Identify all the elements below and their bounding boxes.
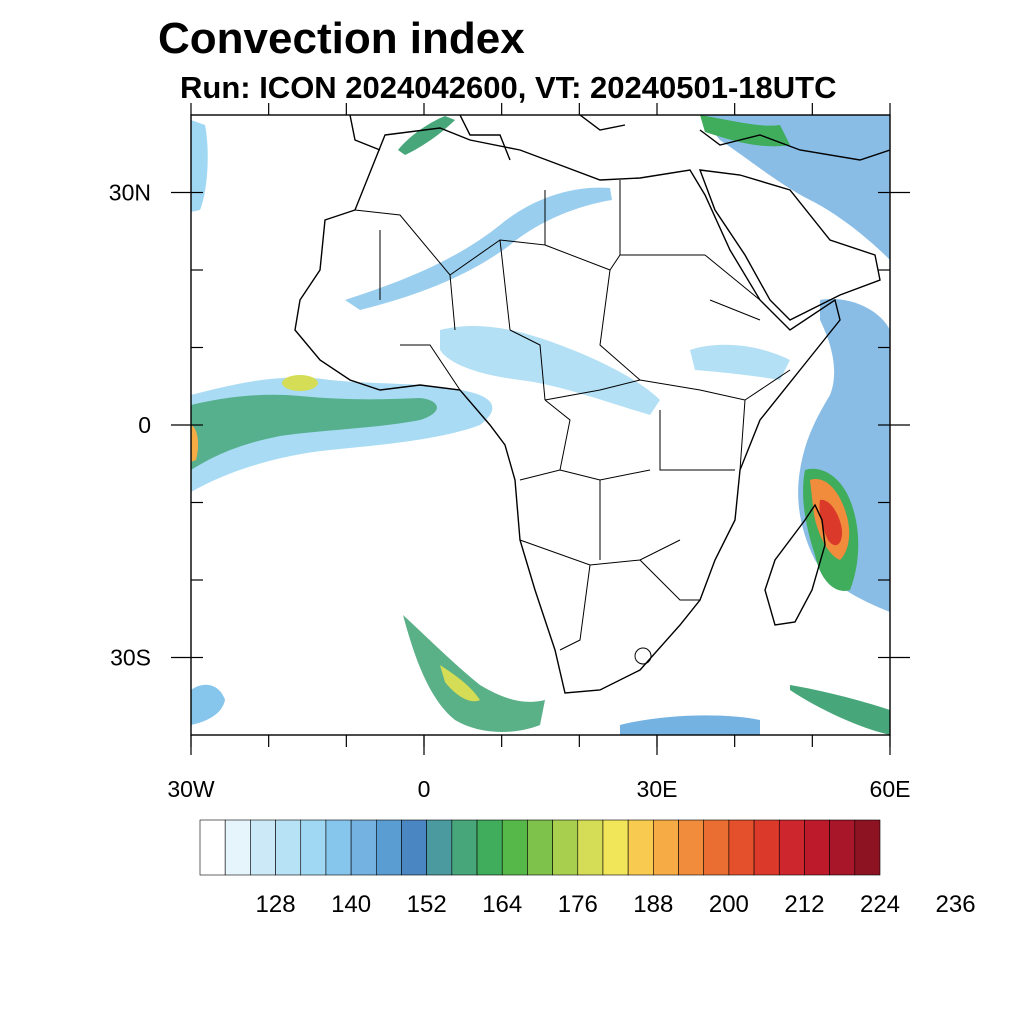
lat-tick-label: 0: [138, 412, 151, 438]
map-subtitle: Run: ICON 2024042600, VT: 20240501-18UTC: [180, 70, 837, 105]
lesotho-outline: [634, 647, 652, 665]
colorbar: 128 140 152 164 176 188 200 212 224 236: [199, 819, 976, 918]
colorbar-swatch: [325, 819, 352, 876]
colorbar-tick-label: 212: [784, 891, 824, 918]
lon-tick-label: 0: [418, 776, 431, 802]
colorbar-tick-label: 236: [936, 891, 976, 918]
field-atlantic-edge: [191, 425, 199, 462]
colorbar-swatch: [653, 819, 679, 876]
country-borders-paths: [354, 180, 791, 651]
colorbar-swatch: [829, 819, 856, 876]
field-southwest-blob: [191, 684, 225, 725]
field-madagascar-red: [819, 499, 843, 546]
lon-tick-label: 60E: [870, 776, 911, 802]
colorbar-swatch: [753, 819, 780, 876]
field-southern-strip: [620, 715, 760, 735]
lat-tick-label: 30S: [110, 645, 151, 671]
colorbar-swatch: [778, 819, 805, 876]
coastlines: [294, 115, 890, 694]
field-east-africa: [690, 344, 790, 380]
colorbar-swatch: [577, 819, 604, 876]
colorbar-tick-label: 164: [482, 891, 522, 918]
colorbar-swatch: [627, 819, 654, 876]
colorbar-swatch: [375, 819, 402, 876]
lon-tick-label: 30W: [167, 776, 215, 802]
colorbar-swatch: [250, 819, 276, 876]
europe-coastline: [349, 115, 890, 161]
colorbar-tick-label: 176: [558, 891, 598, 918]
field-south-atlantic-core: [440, 665, 480, 702]
colorbar-swatch: [602, 819, 629, 876]
arabia-coastline: [698, 169, 881, 321]
country-borders: [354, 180, 791, 665]
field-central-africa: [440, 325, 660, 415]
colorbar-swatch: [728, 819, 755, 876]
map-title: Convection index: [158, 14, 525, 63]
map-ticks: 30N 0 30S 30W 0 30E 60E: [109, 103, 911, 802]
field-atlantic-yellow: [282, 375, 318, 391]
colorbar-tick-label: 140: [331, 891, 371, 918]
madagascar-coastline: [764, 503, 826, 626]
field-mediterranean: [398, 116, 455, 155]
colorbar-swatch: [426, 819, 453, 876]
colorbar-swatch: [527, 819, 553, 876]
colorbar-swatch: [275, 819, 302, 876]
field-northwest-strip: [191, 120, 208, 212]
field-middle-east: [700, 115, 890, 260]
colorbar-swatch: [678, 819, 705, 876]
colorbar-swatch: [300, 819, 327, 876]
field-sahara-band: [345, 187, 612, 310]
colorbar-tick-label: 224: [860, 891, 900, 918]
colorbar-swatch: [854, 819, 881, 876]
lon-tick-label: 30E: [637, 776, 678, 802]
colorbar-swatch: [451, 819, 478, 876]
lat-tick-label: 30N: [109, 180, 151, 206]
field-atlantic-core: [191, 394, 437, 470]
colorbar-swatch: [804, 819, 830, 876]
colorbar-swatch: [552, 819, 579, 876]
colorbar-swatch: [703, 819, 730, 876]
colorbar-swatch: [401, 819, 427, 876]
colorbar-tick-label: 152: [407, 891, 447, 918]
africa-coastline: [294, 127, 841, 694]
field-south-atlantic: [403, 615, 545, 732]
colorbar-tick-label: 188: [633, 891, 673, 918]
colorbar-swatch: [199, 819, 226, 876]
colorbar-swatch: [350, 819, 377, 876]
colorbar-swatch: [224, 819, 251, 876]
colorbar-tick-label: 128: [256, 891, 296, 918]
field-southeast-strip: [790, 685, 890, 735]
convection-field: [191, 115, 890, 735]
colorbar-tick-label: 200: [709, 891, 749, 918]
colorbar-swatch: [476, 819, 503, 876]
colorbar-swatch: [501, 819, 528, 876]
